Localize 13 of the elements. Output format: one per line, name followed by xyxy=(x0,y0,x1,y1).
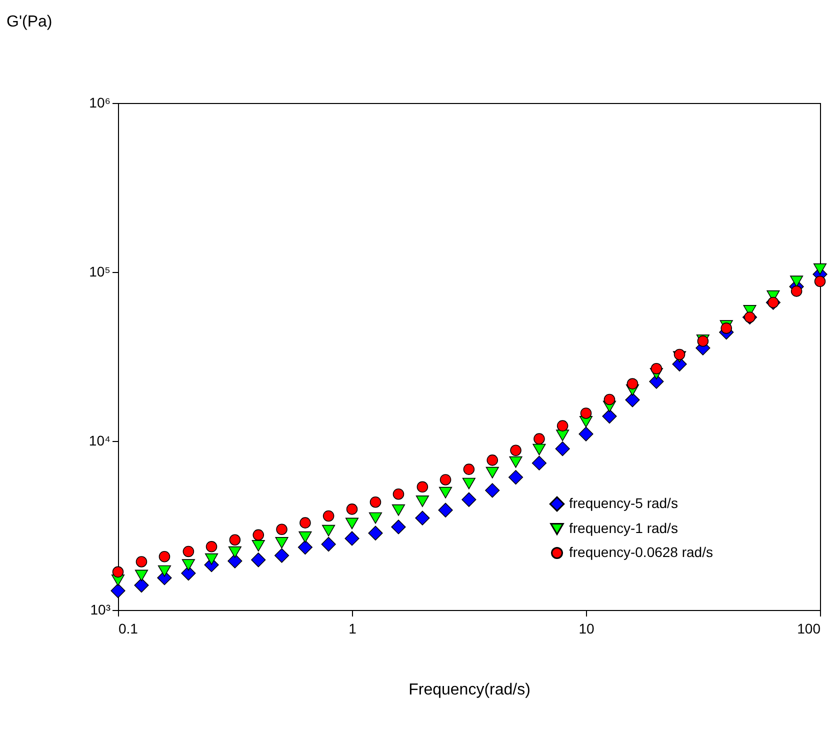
x-axis-title: Frequency(rad/s) xyxy=(408,682,530,698)
x-tick-label: 0.1 xyxy=(118,620,138,636)
y-axis-title: G'(Pa) xyxy=(6,14,52,30)
x-tick-label: 1 xyxy=(348,620,357,636)
y-tick-label: 10⁶ xyxy=(89,94,110,110)
legend-label: frequency-1 rad/s xyxy=(569,520,678,536)
x-tick-label: 10 xyxy=(578,620,594,636)
y-tick-label: 10³ xyxy=(90,602,111,618)
legend-label: frequency-5 rad/s xyxy=(569,495,678,511)
x-tick-label: 100 xyxy=(797,620,821,636)
legend-label: frequency-0.0628 rad/s xyxy=(569,544,713,560)
y-tick-label: 10⁴ xyxy=(88,432,110,448)
y-tick-label: 10⁵ xyxy=(89,264,110,280)
